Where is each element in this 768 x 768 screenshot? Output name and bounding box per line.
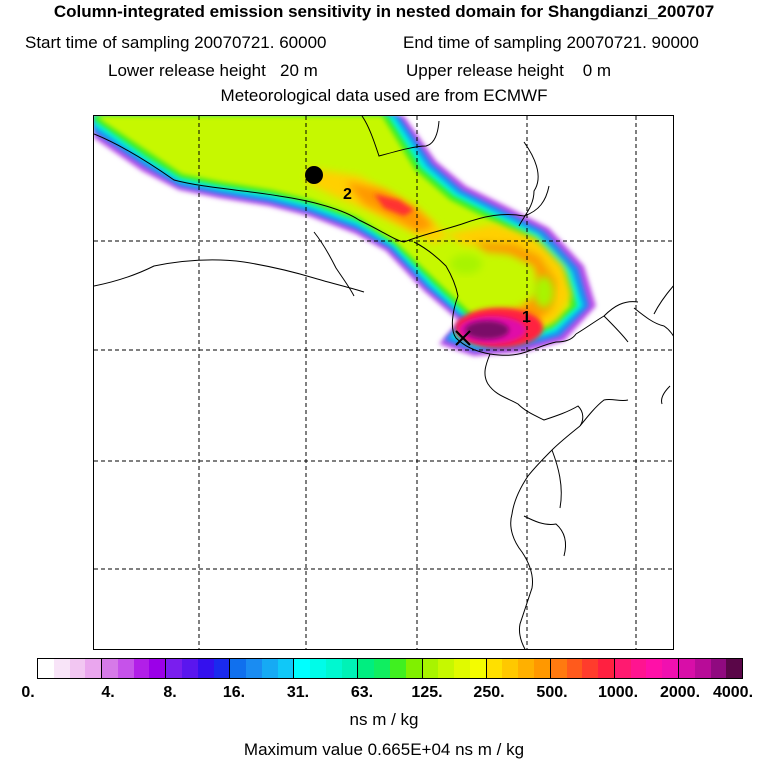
plume-layer-yellowgreen (98, 116, 570, 339)
release-point-2-dot (305, 166, 323, 184)
colorbar-swatch (358, 659, 375, 678)
colorbar-swatch (149, 659, 166, 678)
colorbar-swatch (502, 659, 519, 678)
colorbar-tick-0: 0. (21, 684, 35, 701)
colorbar-swatch (598, 659, 614, 678)
plume-inner-green-left (450, 254, 482, 274)
colorbar-tick-16: 16. (222, 684, 246, 701)
colorbar-swatch (726, 659, 743, 678)
colorbar-segment (229, 659, 294, 678)
colorbar-swatch (469, 659, 486, 678)
meteorological-data-label: Meteorological data used are from ECMWF (220, 86, 548, 105)
plume-core-red (374, 194, 414, 216)
colorbar-swatch (117, 659, 134, 678)
plume-hotspot-dark (465, 321, 509, 339)
colorbar-swatch (678, 659, 695, 678)
maximum-value-label: Maximum value 0.665E+04 ns m / kg (243, 740, 525, 759)
lower-release-height-label: Lower release height 20 m (108, 61, 318, 80)
colorbar-swatch (53, 659, 70, 678)
colorbar-swatch (454, 659, 470, 678)
release-point-1-label: 1 (522, 309, 531, 326)
colorbar-unit-label: ns m / kg (349, 710, 419, 729)
colorbar-swatch (438, 659, 455, 678)
colorbar (37, 658, 743, 679)
colorbar-swatch (486, 659, 503, 678)
start-time-label: Start time of sampling 20070721. 60000 (25, 33, 327, 52)
colorbar-swatch (310, 659, 326, 678)
colorbar-swatch (710, 659, 727, 678)
plume-ring-orange (469, 242, 556, 330)
colorbar-segment (485, 659, 550, 678)
colorbar-tick-8: 8. (163, 684, 177, 701)
colorbar-swatch (614, 659, 631, 678)
colorbar-tick-2000: 2000. (659, 684, 701, 701)
colorbar-swatch (38, 659, 54, 678)
release-markers: 2 1 (305, 166, 531, 346)
colorbar-segment (101, 659, 166, 678)
upper-release-height-label: Upper release height 0 m (406, 61, 612, 80)
colorbar-swatch (181, 659, 198, 678)
colorbar-tick-4: 4. (101, 684, 115, 701)
colorbar-tick-125: 125. (411, 684, 443, 701)
colorbar-swatch (662, 659, 678, 678)
colorbar-segment (677, 659, 743, 678)
colorbar-swatch (261, 659, 278, 678)
colorbar-tick-500: 500. (536, 684, 568, 701)
colorbar-swatch (133, 659, 150, 678)
colorbar-swatch (325, 659, 342, 678)
colorbar-swatch (630, 659, 647, 678)
plot-title: Column-integrated emission sensitivity i… (53, 2, 715, 21)
release-point-1-cross-icon (455, 330, 471, 346)
colorbar-swatch (694, 659, 711, 678)
colorbar-segment (357, 659, 422, 678)
release-point-2-label: 2 (343, 186, 352, 203)
colorbar-tick-250: 250. (473, 684, 505, 701)
colorbar-swatch (69, 659, 86, 678)
colorbar-tick-1000: 1000. (597, 684, 639, 701)
colorbar-swatch (230, 659, 247, 678)
colorbar-swatch (341, 659, 358, 678)
end-time-label: End time of sampling 20070721. 90000 (403, 33, 699, 52)
colorbar-swatch (374, 659, 391, 678)
colorbar-swatch (166, 659, 182, 678)
colorbar-segment (293, 659, 358, 678)
colorbar-tick-63: 63. (350, 684, 374, 701)
colorbar-swatch (277, 659, 294, 678)
colorbar-swatch (518, 659, 534, 678)
map-panel: 2 1 (93, 115, 674, 650)
lat-lon-grid (94, 116, 673, 649)
colorbar-swatch (422, 659, 439, 678)
colorbar-swatch (102, 659, 118, 678)
colorbar-swatch (582, 659, 599, 678)
colorbar-segment (549, 659, 614, 678)
colorbar-segment (421, 659, 486, 678)
colorbar-swatch (390, 659, 406, 678)
coastlines (94, 116, 673, 649)
colorbar-swatch (246, 659, 262, 678)
colorbar-segment (38, 659, 102, 678)
colorbar-segment (613, 659, 678, 678)
colorbar-swatch (405, 659, 422, 678)
colorbar-swatch (646, 659, 663, 678)
colorbar-tick-31: 31. (286, 684, 310, 701)
colorbar-swatch (550, 659, 567, 678)
colorbar-segment (165, 659, 230, 678)
plume-inner-green-right (534, 276, 554, 308)
emission-sensitivity-plume (94, 116, 596, 356)
colorbar-swatch (566, 659, 583, 678)
colorbar-swatch (85, 659, 102, 678)
colorbar-swatch (213, 659, 230, 678)
colorbar-tick-4000: 4000. (712, 684, 754, 701)
colorbar-swatch (294, 659, 311, 678)
colorbar-swatch (197, 659, 214, 678)
map-canvas: 2 1 (94, 116, 673, 649)
colorbar-swatch (534, 659, 550, 678)
